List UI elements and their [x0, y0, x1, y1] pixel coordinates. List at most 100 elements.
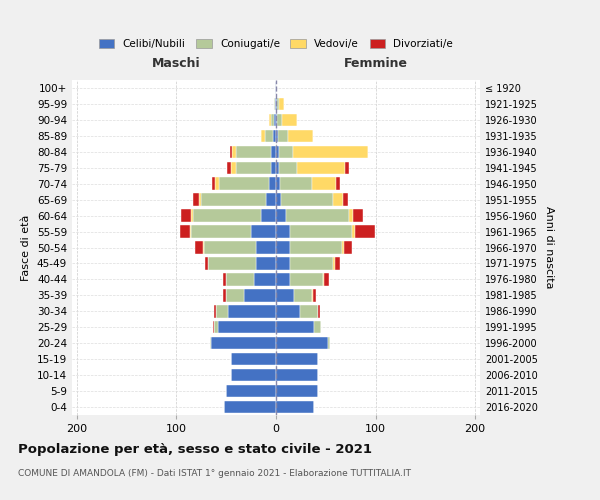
Bar [333, 194, 343, 206]
Bar [276, 194, 281, 206]
Y-axis label: Anni di nascita: Anni di nascita [544, 206, 554, 289]
Bar [279, 162, 297, 174]
Bar [349, 210, 353, 222]
Bar [191, 210, 193, 222]
Bar [314, 321, 321, 334]
Bar [344, 162, 349, 174]
Bar [341, 242, 344, 254]
Bar [244, 289, 276, 302]
Bar [199, 194, 202, 206]
Bar [181, 226, 190, 238]
Bar [328, 337, 330, 349]
Bar [231, 353, 276, 366]
Bar [230, 146, 232, 158]
Bar [276, 385, 318, 398]
Bar [277, 98, 279, 110]
Bar [266, 194, 276, 206]
Bar [208, 257, 256, 270]
Bar [300, 305, 318, 318]
Bar [205, 257, 208, 270]
Bar [318, 305, 320, 318]
Bar [286, 210, 349, 222]
Bar [276, 178, 280, 190]
Bar [275, 98, 276, 110]
Bar [278, 130, 288, 142]
Bar [333, 257, 335, 270]
Bar [343, 194, 347, 206]
Bar [276, 146, 279, 158]
Bar [276, 130, 278, 142]
Bar [269, 114, 271, 126]
Bar [353, 210, 362, 222]
Bar [190, 226, 191, 238]
Bar [224, 401, 276, 413]
Bar [324, 273, 329, 285]
Bar [294, 289, 312, 302]
Bar [276, 257, 290, 270]
Bar [228, 305, 276, 318]
Bar [226, 385, 276, 398]
Bar [276, 321, 314, 334]
Bar [196, 242, 203, 254]
Bar [226, 289, 244, 302]
Bar [232, 146, 236, 158]
Bar [276, 242, 290, 254]
Bar [277, 114, 282, 126]
Bar [231, 369, 276, 382]
Bar [276, 98, 277, 110]
Bar [236, 162, 271, 174]
Bar [352, 226, 355, 238]
Bar [227, 162, 231, 174]
Bar [282, 114, 297, 126]
Bar [276, 305, 300, 318]
Text: Maschi: Maschi [152, 58, 201, 70]
Bar [231, 162, 236, 174]
Bar [271, 114, 274, 126]
Bar [256, 242, 276, 254]
Bar [281, 194, 333, 206]
Bar [212, 178, 215, 190]
Text: COMUNE DI AMANDOLA (FM) - Dati ISTAT 1° gennaio 2021 - Elaborazione TUTTITALIA.I: COMUNE DI AMANDOLA (FM) - Dati ISTAT 1° … [18, 469, 411, 478]
Bar [223, 289, 226, 302]
Bar [269, 178, 276, 190]
Bar [193, 194, 199, 206]
Bar [323, 273, 324, 285]
Bar [202, 194, 266, 206]
Bar [276, 273, 290, 285]
Bar [290, 257, 333, 270]
Bar [223, 273, 226, 285]
Bar [256, 257, 276, 270]
Bar [219, 178, 269, 190]
Bar [261, 210, 276, 222]
Bar [276, 289, 294, 302]
Bar [355, 226, 374, 238]
Bar [312, 178, 336, 190]
Bar [276, 369, 318, 382]
Legend: Celibi/Nubili, Coniugati/e, Vedovi/e, Divorziati/e: Celibi/Nubili, Coniugati/e, Vedovi/e, Di… [95, 35, 457, 54]
Text: Popolazione per età, sesso e stato civile - 2021: Popolazione per età, sesso e stato civil… [18, 442, 372, 456]
Bar [205, 242, 256, 254]
Bar [191, 226, 251, 238]
Bar [211, 337, 276, 349]
Bar [261, 130, 265, 142]
Bar [290, 273, 323, 285]
Bar [216, 305, 228, 318]
Y-axis label: Fasce di età: Fasce di età [22, 214, 31, 280]
Bar [336, 178, 340, 190]
Bar [276, 226, 290, 238]
Bar [226, 273, 254, 285]
Bar [276, 114, 277, 126]
Text: Femmine: Femmine [344, 58, 407, 70]
Bar [218, 321, 276, 334]
Bar [276, 337, 328, 349]
Bar [214, 305, 216, 318]
Bar [254, 273, 276, 285]
Bar [214, 321, 218, 334]
Bar [276, 162, 279, 174]
Bar [271, 162, 276, 174]
Bar [279, 146, 293, 158]
Bar [274, 114, 276, 126]
Bar [203, 242, 205, 254]
Bar [215, 178, 219, 190]
Bar [273, 130, 276, 142]
